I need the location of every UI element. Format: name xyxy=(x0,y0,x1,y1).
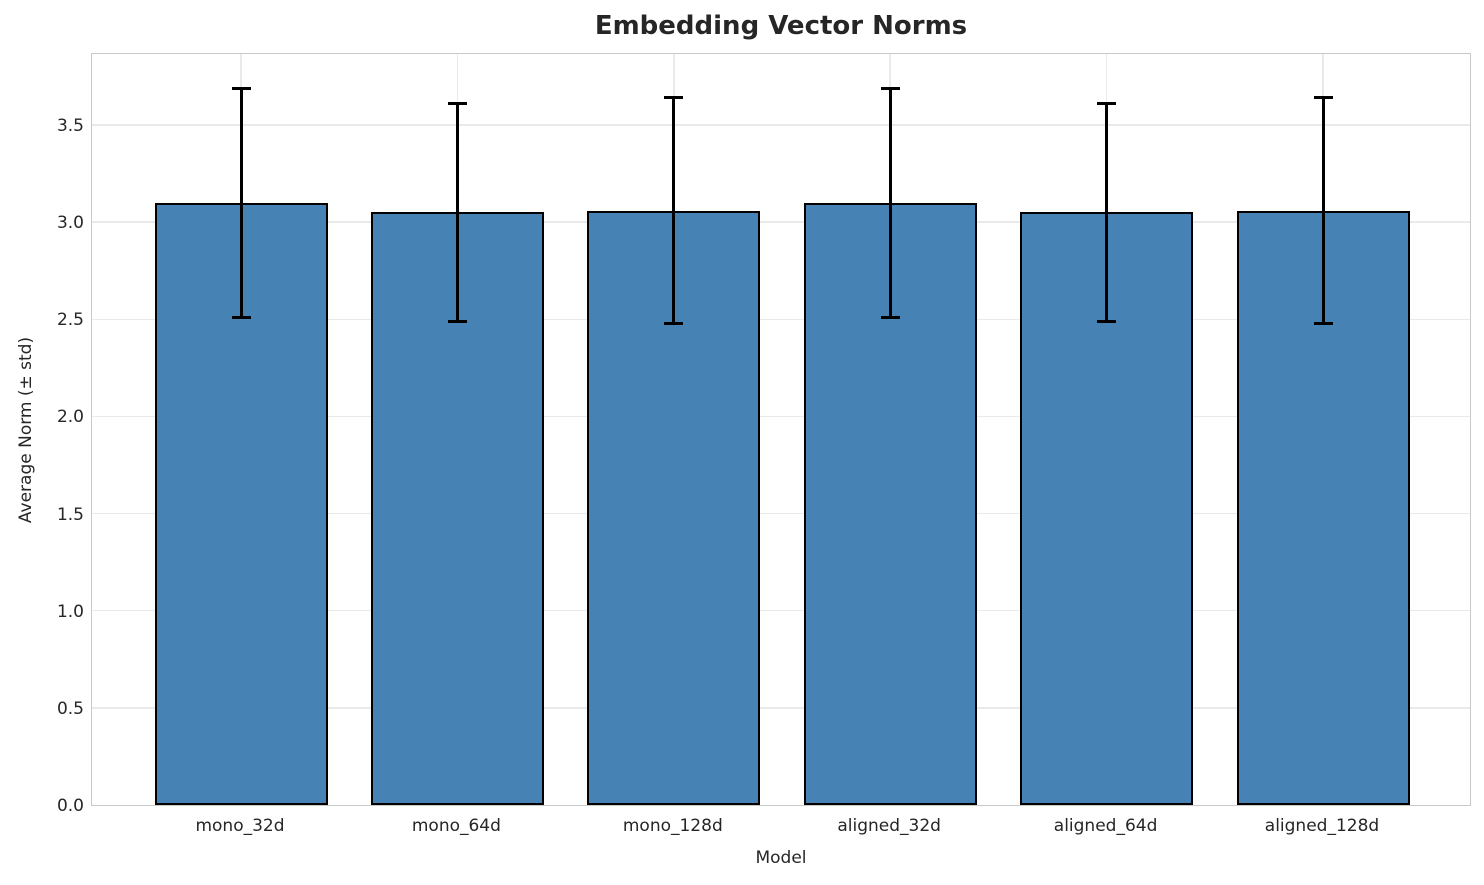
y-tick-label: 2.0 xyxy=(56,407,84,428)
error-cap-top-aligned_128d xyxy=(1313,96,1333,100)
gridline-h xyxy=(92,318,1470,321)
error-cap-bottom-mono_128d xyxy=(664,321,684,325)
error-bar-mono_32d xyxy=(239,88,243,318)
error-cap-bottom-mono_64d xyxy=(447,319,467,323)
gridline-h xyxy=(92,609,1470,612)
error-cap-top-mono_32d xyxy=(231,86,251,90)
y-tick-label: 3.0 xyxy=(56,213,84,234)
x-tick-label: mono_128d xyxy=(622,816,723,836)
x-tick-label: aligned_128d xyxy=(1264,816,1380,836)
y-tick-label: 3.5 xyxy=(56,116,84,137)
x-tick-label: mono_64d xyxy=(411,816,501,836)
error-bar-mono_128d xyxy=(672,97,676,324)
error-cap-top-mono_64d xyxy=(447,102,467,106)
x-tick-label: aligned_32d xyxy=(837,816,941,836)
error-bar-mono_64d xyxy=(455,103,459,322)
plot-area xyxy=(91,53,1471,806)
error-cap-bottom-aligned_32d xyxy=(880,315,900,319)
y-tick-label: 2.5 xyxy=(56,310,84,331)
y-axis-label: Average Norm (± std) xyxy=(16,336,36,524)
gridline-h xyxy=(92,512,1470,515)
y-tick-label: 0.0 xyxy=(56,796,84,816)
gridline-h xyxy=(92,415,1470,418)
error-cap-bottom-mono_32d xyxy=(231,315,251,319)
x-axis-label: Model xyxy=(755,848,807,868)
error-cap-top-aligned_32d xyxy=(880,86,900,90)
error-cap-bottom-aligned_128d xyxy=(1313,321,1333,325)
gridline-h xyxy=(92,221,1470,223)
error-cap-top-aligned_64d xyxy=(1097,102,1117,106)
chart-title: Embedding Vector Norms xyxy=(594,11,968,41)
gridline-h xyxy=(92,124,1470,126)
error-cap-top-mono_128d xyxy=(664,96,684,100)
error-bar-aligned_32d xyxy=(888,88,892,318)
y-tick-label: 1.5 xyxy=(56,504,84,525)
y-tick-label: 1.0 xyxy=(56,601,84,622)
x-tick-label: aligned_64d xyxy=(1053,816,1158,836)
y-tick-label: 0.5 xyxy=(56,698,84,719)
gridline-h xyxy=(92,707,1470,709)
error-bar-aligned_64d xyxy=(1105,103,1109,322)
error-cap-bottom-aligned_64d xyxy=(1097,319,1117,323)
x-tick-label: mono_32d xyxy=(195,816,285,836)
error-bar-aligned_128d xyxy=(1321,97,1325,324)
